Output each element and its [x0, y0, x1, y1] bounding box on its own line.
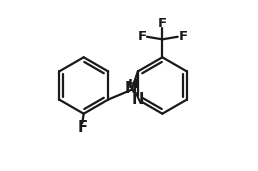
- Text: F: F: [77, 120, 87, 135]
- Text: F: F: [158, 17, 167, 30]
- Text: H: H: [127, 78, 139, 91]
- Text: F: F: [178, 30, 187, 43]
- Text: N: N: [125, 81, 138, 96]
- Text: N: N: [132, 92, 144, 107]
- Text: F: F: [137, 30, 146, 43]
